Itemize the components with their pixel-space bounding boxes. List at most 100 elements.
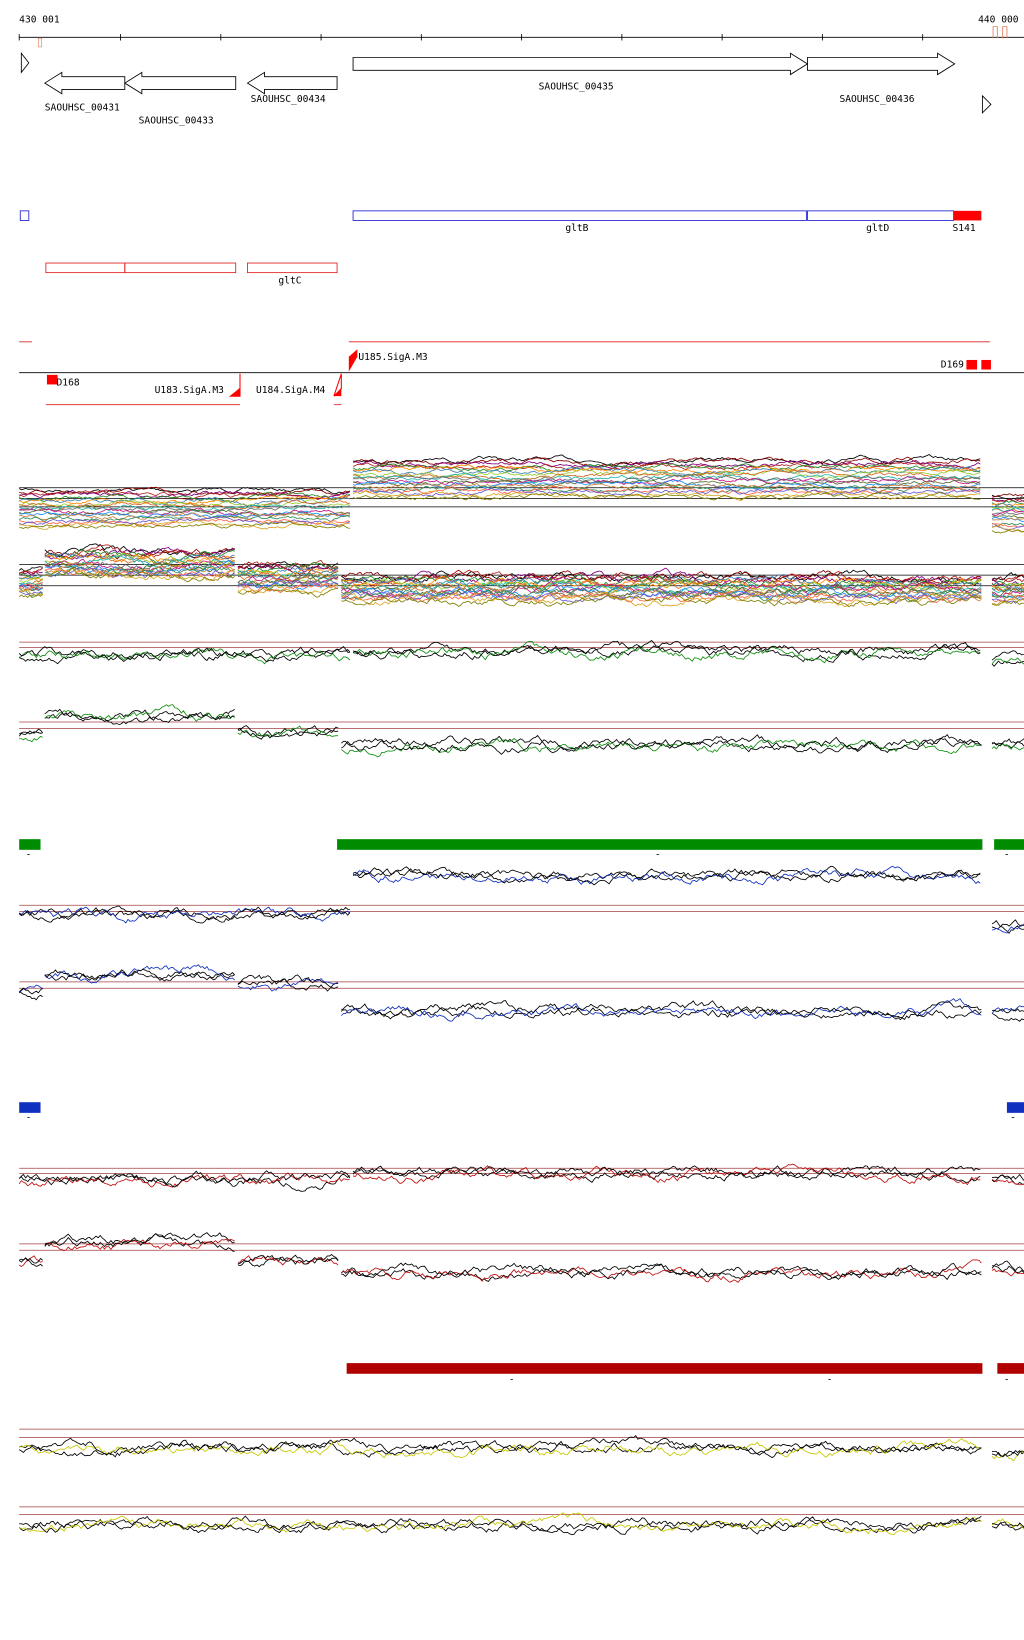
trace	[352, 465, 981, 476]
trace	[991, 498, 1024, 503]
trace	[991, 515, 1024, 519]
trace	[18, 1434, 982, 1458]
terminator	[966, 359, 978, 370]
tick-mark	[992, 26, 1008, 39]
marker: -	[1010, 1112, 1016, 1123]
trace	[352, 469, 981, 482]
trace	[19, 572, 43, 580]
trace	[19, 491, 351, 503]
trace	[991, 1450, 1024, 1458]
trace	[18, 516, 351, 527]
tick-mark	[37, 37, 43, 48]
expression-traces	[18, 454, 1024, 1536]
trace	[19, 504, 350, 514]
regulator-label: U185.SigA.M3	[358, 352, 427, 363]
trace	[991, 1174, 1024, 1185]
trace	[18, 496, 350, 507]
blue-bars	[19, 1102, 1024, 1113]
trace	[991, 1012, 1024, 1022]
gene-arrows	[43, 52, 956, 95]
trace	[19, 574, 43, 580]
trace	[352, 462, 981, 473]
trace	[352, 865, 981, 886]
trace	[991, 583, 1024, 590]
trace	[18, 593, 43, 599]
trace	[19, 728, 43, 735]
marker: -	[509, 1374, 515, 1385]
trace	[19, 647, 351, 665]
trace	[19, 1440, 982, 1459]
trace	[341, 1259, 982, 1283]
trace	[44, 1232, 235, 1248]
trace	[352, 462, 981, 472]
trace	[19, 1512, 982, 1536]
trace	[18, 987, 43, 995]
trace	[237, 569, 339, 583]
red-features	[45, 262, 338, 274]
trace	[353, 454, 981, 467]
promoter	[348, 349, 358, 372]
trace	[237, 573, 339, 584]
trace	[352, 472, 981, 483]
trace	[991, 493, 1024, 498]
trace	[991, 529, 1024, 534]
trace	[991, 1008, 1024, 1014]
trace	[991, 1522, 1024, 1531]
trace	[341, 569, 982, 586]
trace	[237, 583, 339, 594]
marker: -	[26, 1112, 32, 1123]
ruler-ticks	[18, 34, 924, 41]
trace	[44, 968, 235, 982]
trace	[991, 650, 1024, 661]
trace	[991, 657, 1024, 665]
trace	[991, 576, 1024, 586]
trace	[352, 464, 981, 476]
trace	[19, 577, 43, 584]
trace	[19, 735, 43, 743]
ruler-end: 440 000	[978, 14, 1019, 25]
trace	[352, 486, 981, 497]
trace	[991, 1450, 1024, 1457]
trace	[991, 1173, 1024, 1181]
trace	[18, 585, 43, 591]
trace	[341, 1262, 982, 1280]
trace	[19, 499, 350, 510]
trace	[341, 1263, 982, 1282]
regulator-label: D168	[57, 378, 80, 389]
terminator	[981, 359, 991, 370]
trace	[237, 559, 339, 570]
trace	[18, 906, 351, 924]
trace	[341, 734, 982, 755]
trace	[44, 562, 235, 575]
trace	[19, 507, 350, 517]
trace	[352, 1165, 981, 1181]
trace	[341, 591, 982, 604]
trace	[44, 549, 235, 566]
gene-label: SAOUHSC_00431	[45, 103, 120, 114]
trace	[237, 577, 339, 589]
red-bars	[346, 1363, 1024, 1374]
trace	[19, 489, 351, 500]
trace	[991, 509, 1024, 516]
trace	[991, 507, 1024, 513]
trace	[237, 1254, 339, 1265]
trace	[991, 1005, 1024, 1014]
trace	[19, 991, 43, 1001]
trace	[352, 484, 981, 493]
trace	[18, 731, 43, 737]
trace	[341, 1003, 982, 1020]
trace	[341, 583, 982, 602]
trace	[18, 646, 351, 663]
regulator-label: U183.SigA.M3	[155, 385, 224, 396]
trace	[237, 726, 339, 740]
trace	[19, 570, 43, 576]
trace	[19, 490, 351, 501]
trace	[18, 906, 350, 924]
trace	[991, 517, 1024, 521]
trace	[991, 1268, 1024, 1277]
trace	[340, 1000, 982, 1021]
trace	[237, 974, 339, 992]
marker: -	[827, 1374, 833, 1385]
trace	[19, 582, 43, 586]
